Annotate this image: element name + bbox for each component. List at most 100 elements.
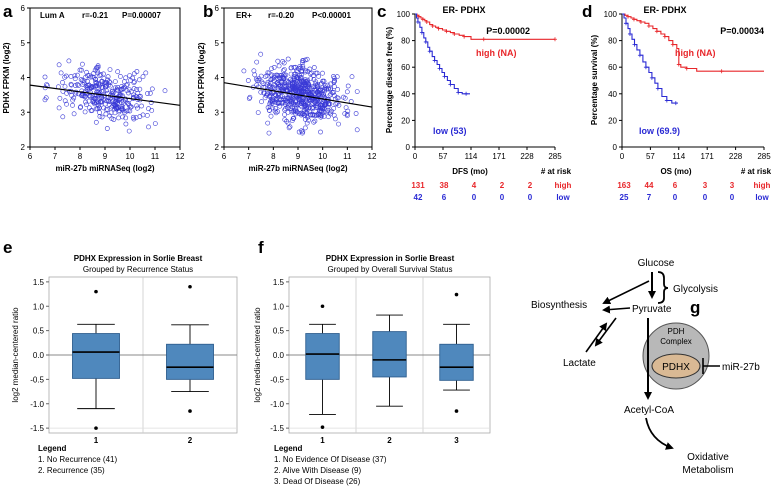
scatter-point [289,78,295,84]
scatter-point [268,76,274,82]
scatter-point [131,80,137,86]
risk-row-label: high [754,181,771,190]
scatter-point [354,127,360,133]
pyruvate-to-biosynthesis-arrow [602,305,631,314]
outlier-point [188,284,192,289]
scatter-point [105,74,111,80]
scatter-points [42,58,168,134]
scatter-point [146,124,151,130]
x-tick-label: 1 [94,436,99,445]
scatter-point [95,63,101,69]
censor-mark [442,74,447,79]
oxidative-label-2: Metabolism [682,465,733,476]
scatter-point [69,93,74,98]
scatter-point [349,74,355,80]
scatter-point [301,78,307,84]
scatter-point [137,86,143,92]
scatter-point [332,116,338,122]
scatter-point [63,73,69,79]
scatter-point [90,84,96,89]
series-label-low: low (69.9) [639,126,680,136]
scatter-point [108,110,114,116]
chart-title: PDHX Expression in Sorlie Breast [326,254,455,263]
scatter-point [285,120,291,126]
scatter-point [123,115,129,121]
scatter-point [297,79,302,85]
r-value: r=-0.21 [82,11,109,20]
x-tick-labels: 0 57 114 171 228 285 [620,147,771,161]
boxplot-panel-survival: PDHX Expression in Sorlie Breast Grouped… [253,254,491,486]
x-tick-label: 114 [465,152,478,161]
pyruvate-node: Pyruvate [632,304,672,315]
scatter-point [304,107,310,113]
scatter-point [335,95,341,101]
scatter-point [306,88,312,94]
y-tick-label: 2 [215,143,220,152]
x-tick-label: 57 [439,152,448,161]
scatter-point [332,78,337,84]
scatter-point [267,92,273,98]
scatter-point [62,74,68,80]
risk-count: 4 [472,181,477,190]
y-tick-label: 20 [608,116,617,125]
scatter-point [272,92,278,98]
scatter-point [254,59,260,65]
scatter-point [134,105,140,111]
scatter-point [293,111,299,117]
pdhx-label: PDHX [662,362,690,373]
x-tick-label: 11 [151,152,160,161]
km-curve-high [415,13,555,40]
scatter-point [131,86,137,91]
scatter-point [70,102,75,108]
x-tick-label: 2 [387,436,392,445]
scatter-point [314,112,320,117]
y-tick-label: 40 [608,90,617,99]
scatter-point [300,129,306,135]
scatter-point [282,73,287,79]
scatter-point [312,118,318,124]
scatter-point [80,82,86,87]
scatter-point [311,119,317,125]
scatter-point [262,95,268,101]
scatter-point [70,97,76,103]
boxplot-panel-recurrence: PDHX Expression in Sorlie Breast Grouped… [11,254,238,475]
scatter-point [308,76,314,82]
scatter-point [342,111,348,117]
scatter-point [290,100,296,106]
scatter-point [289,109,295,115]
scatter-point [89,108,95,113]
censor-mark [427,49,432,54]
risk-count: 0 [730,193,735,202]
scatter-point [296,96,302,102]
panel-label-g: g [690,298,700,317]
scatter-point [294,84,300,90]
scatter-point [111,106,117,112]
series-label-low: low (53) [433,126,467,136]
scatter-point [114,87,120,93]
risk-count: 44 [645,181,654,190]
scatter-point [127,73,133,78]
x-tick-label: 7 [53,152,58,161]
panel-label-d: d [582,2,592,21]
scatter-point [99,88,105,94]
scatter-point [60,80,65,85]
box-1 [72,333,120,379]
glucose-node: Glucose [638,258,675,269]
scatter-point [296,111,302,116]
y-tick-label: -0.5 [270,375,284,384]
x-tick-label: 3 [454,436,459,445]
scatter-point [318,129,323,135]
r-value: r=-0.20 [268,11,295,20]
scatter-point [138,94,143,99]
x-tick-label: 9 [296,152,301,161]
scatter-point [304,56,310,62]
box-2 [166,343,214,380]
y-tick-labels: 2 3 4 5 6 [21,4,30,152]
scatter-point [127,108,133,114]
scatter-point [88,74,94,80]
scatter-point [72,76,78,82]
scatter-point [267,93,272,99]
scatter-point [60,114,66,120]
scatter-point [124,82,129,88]
scatter-point [302,125,308,131]
